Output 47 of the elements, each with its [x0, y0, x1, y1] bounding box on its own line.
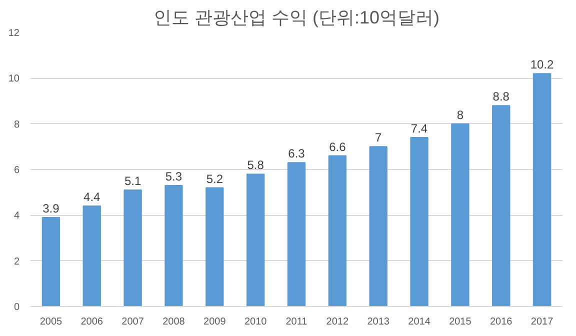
data-label: 4.4: [84, 190, 101, 204]
bar: [369, 146, 388, 306]
y-tick-label: 8: [14, 119, 20, 130]
bar: [206, 187, 224, 306]
x-tick-label: 2012: [326, 316, 349, 328]
data-label: 6.3: [288, 146, 306, 161]
bar: [124, 190, 142, 306]
x-tick-label: 2005: [40, 316, 63, 328]
x-tick-label: 2009: [204, 316, 226, 328]
y-tick-label: 10: [8, 74, 20, 85]
x-tick-label: 2007: [122, 316, 144, 328]
data-label: 8.8: [492, 90, 510, 104]
y-tick-label: 6: [14, 165, 20, 176]
data-label: 6.6: [329, 140, 346, 154]
x-tick-label: 2016: [490, 316, 513, 328]
data-label: 3.9: [42, 201, 60, 216]
bar: [164, 184, 183, 306]
x-tick-label: 2015: [449, 316, 472, 328]
x-tick-label: 2010: [244, 316, 268, 328]
data-label: 10.2: [530, 58, 554, 72]
bar: [328, 155, 347, 306]
bar: [82, 206, 101, 306]
y-tick-label: 12: [8, 28, 20, 39]
bar: [246, 174, 265, 306]
y-tick-label: 0: [14, 302, 20, 313]
data-label: 5.8: [247, 158, 264, 172]
bar: [532, 73, 552, 306]
x-tick-label: 2011: [286, 316, 308, 328]
data-label: 5.2: [206, 172, 224, 186]
bar: [451, 123, 470, 306]
bar: [492, 105, 510, 306]
data-label: 7.4: [410, 122, 428, 136]
x-tick-label: 2013: [367, 316, 390, 328]
data-label: 5.3: [165, 169, 182, 184]
bar: [410, 137, 428, 306]
y-tick-label: 4: [14, 210, 20, 222]
x-tick-label: 2017: [530, 316, 554, 328]
x-tick-label: 2008: [162, 316, 186, 328]
data-label: 8: [456, 108, 464, 122]
chart-title: 인도 관광산업 수익 (단위:10억달러): [153, 8, 440, 28]
x-tick-label: 2006: [80, 316, 104, 328]
data-label: 5.1: [124, 174, 142, 188]
data-label: 7: [375, 130, 382, 145]
x-tick-label: 2014: [408, 316, 431, 328]
bar: [42, 216, 60, 306]
y-tick-label: 2: [14, 256, 20, 268]
bar: [287, 162, 306, 306]
